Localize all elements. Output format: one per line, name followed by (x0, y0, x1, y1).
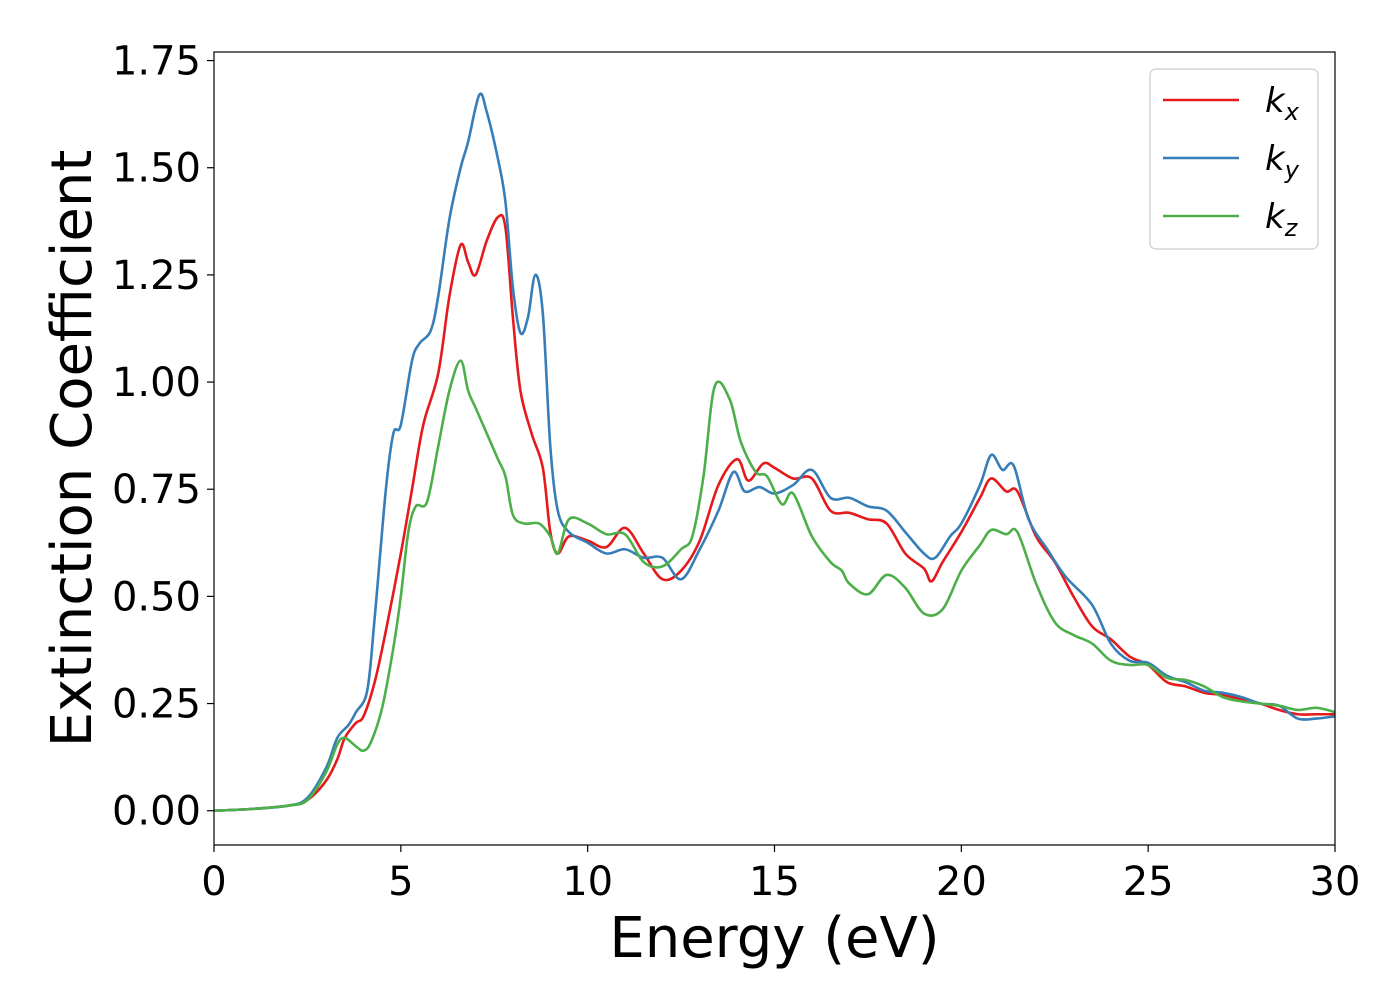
series-line-x (214, 213, 1335, 813)
x-tick-label: 30 (1310, 859, 1361, 905)
y-tick-label: 0.75 (112, 467, 201, 513)
y-tick-label: 0.50 (112, 574, 201, 620)
y-tick-label: 1.50 (112, 146, 201, 192)
series-line-y (214, 92, 1335, 813)
y-tick-label: 0.00 (112, 789, 201, 835)
y-tick-label: 1.75 (112, 39, 201, 85)
y-tick-label: 1.25 (112, 253, 201, 299)
y-axis: 0.00 0.25 0.50 0.75 1.00 1.25 1.50 1.75 (112, 39, 214, 835)
x-tick-label: 25 (1123, 859, 1174, 905)
x-tick-label: 0 (201, 859, 226, 905)
y-tick-label: 1.00 (112, 360, 201, 406)
x-tick-label: 5 (388, 859, 413, 905)
series-layer (214, 92, 1335, 813)
y-tick-label: 0.25 (112, 682, 201, 728)
series-line-z (214, 359, 1335, 813)
x-axis: 0 5 10 15 20 25 30 (201, 845, 1360, 905)
y-axis-title: Extinction Coefficient (40, 150, 105, 748)
x-tick-label: 15 (749, 859, 800, 905)
x-tick-label: 20 (936, 859, 987, 905)
x-axis-title: Energy (eV) (609, 906, 939, 971)
x-tick-label: 10 (562, 859, 613, 905)
